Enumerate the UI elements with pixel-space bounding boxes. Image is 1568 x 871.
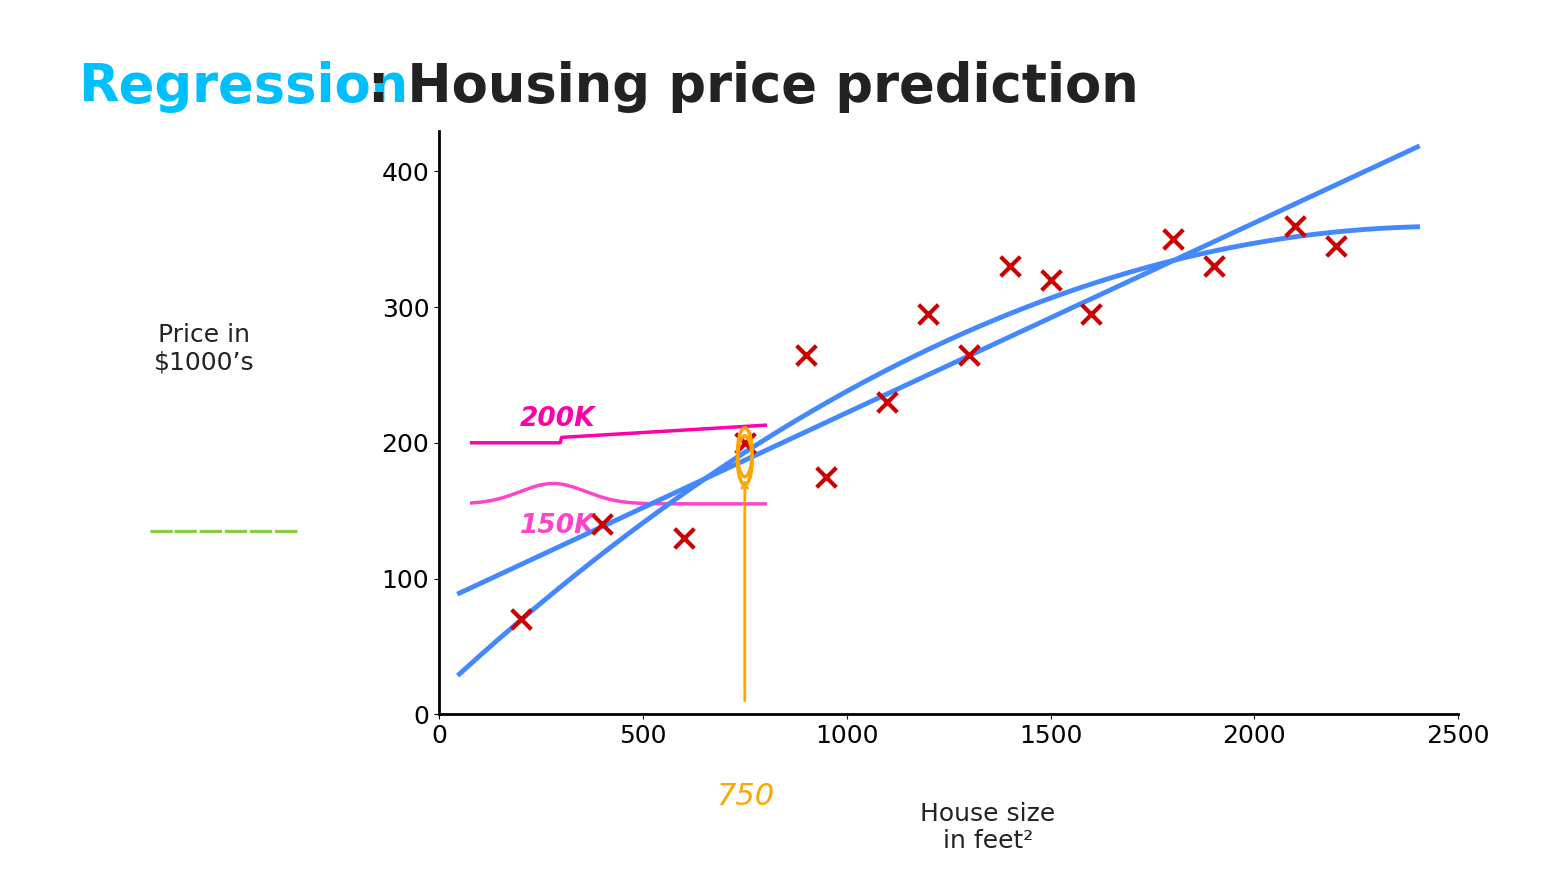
Text: 150K: 150K bbox=[519, 513, 596, 539]
Point bbox=[732, 436, 757, 449]
Point bbox=[875, 395, 900, 409]
Point bbox=[916, 307, 941, 321]
Point bbox=[814, 469, 839, 483]
Text: House size
in feet²: House size in feet² bbox=[920, 801, 1055, 854]
Point bbox=[590, 517, 615, 531]
Text: 200K: 200K bbox=[519, 406, 596, 432]
Point bbox=[1283, 219, 1308, 233]
Point bbox=[508, 612, 533, 626]
Point bbox=[1079, 307, 1104, 321]
Text: Regression: Regression bbox=[78, 61, 409, 113]
Point bbox=[1201, 260, 1226, 273]
Text: —————————: ————————— bbox=[917, 863, 1143, 871]
Text: 750: 750 bbox=[715, 782, 775, 811]
Point bbox=[997, 260, 1022, 273]
Point bbox=[1323, 239, 1348, 253]
Text: ——————: —————— bbox=[149, 519, 299, 544]
Point bbox=[793, 348, 818, 361]
Point bbox=[1160, 233, 1185, 246]
Point bbox=[956, 348, 982, 361]
Point bbox=[671, 530, 696, 544]
Text: Price in
$1000’s: Price in $1000’s bbox=[154, 322, 254, 375]
Text: : Housing price prediction: : Housing price prediction bbox=[368, 61, 1140, 113]
Point bbox=[1038, 273, 1063, 287]
